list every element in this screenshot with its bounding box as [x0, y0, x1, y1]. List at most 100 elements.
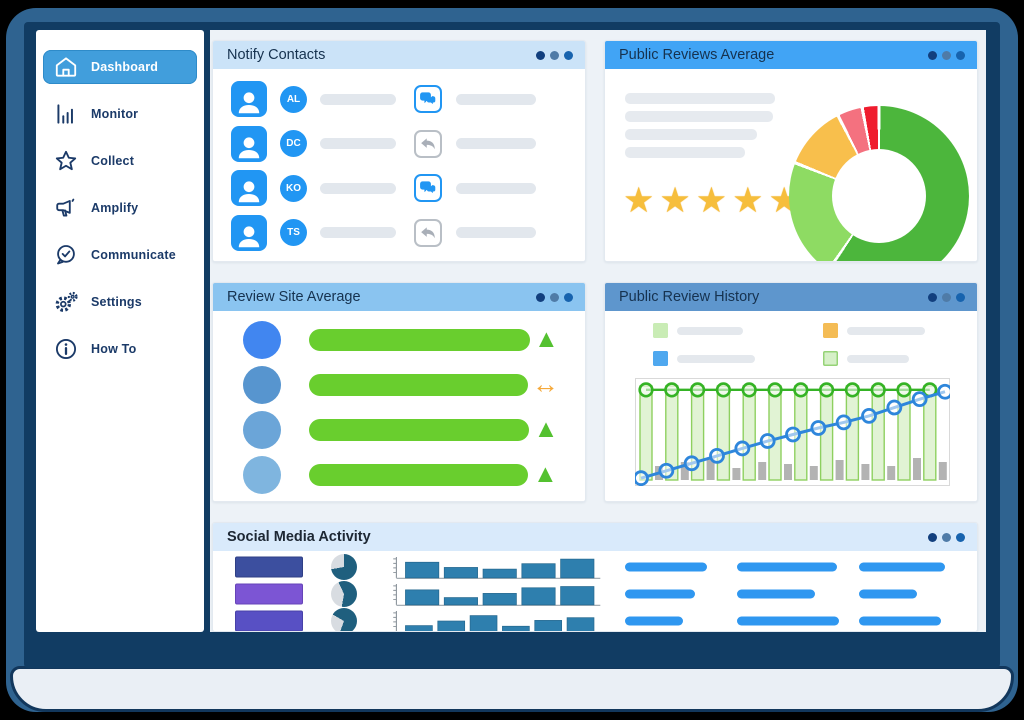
star-icon: [51, 146, 81, 176]
stat-placeholder: [625, 562, 707, 572]
window-dot[interactable]: [564, 50, 573, 60]
chart-legend: [605, 311, 977, 366]
reply-button[interactable]: [414, 218, 442, 247]
legend-swatch: [823, 351, 838, 366]
legend-label-placeholder: [677, 354, 755, 363]
sidebar-item-collect[interactable]: Collect: [43, 144, 197, 178]
rating-bar: [309, 373, 528, 396]
window-dot[interactable]: [956, 532, 965, 542]
window-dot[interactable]: [928, 532, 937, 542]
network-bar: [235, 610, 303, 631]
window-dot[interactable]: [550, 50, 559, 60]
legend-label-placeholder: [677, 326, 743, 335]
chat-button[interactable]: [414, 85, 442, 114]
contact-initials-badge: DC: [280, 130, 307, 158]
trend-icon: ▲: [532, 460, 558, 488]
window-dots: [536, 292, 573, 302]
history-combo-chart: [633, 378, 953, 487]
legend-item: [653, 323, 823, 338]
window-dot[interactable]: [550, 292, 559, 302]
stat-placeholder: [859, 562, 945, 572]
contact-row[interactable]: AL: [213, 79, 585, 119]
window-dot[interactable]: [956, 50, 965, 60]
contact-row[interactable]: KO: [213, 168, 585, 208]
public-review-history-panel: Public Review History: [604, 282, 978, 502]
site-logo-circle: [243, 320, 281, 359]
panel-title: Review Site Average: [227, 289, 361, 305]
window-dots: [536, 50, 573, 60]
public-reviews-body: ★★★★★: [605, 69, 977, 261]
sidebar-item-label: Collect: [91, 154, 135, 168]
sidebar-item-dashboard[interactable]: Dashboard: [43, 50, 197, 84]
sidebar-item-label: How To: [91, 342, 137, 356]
sidebar-item-amplify[interactable]: Amplify: [43, 191, 197, 225]
window-dots: [928, 50, 965, 60]
social-media-header: Social Media Activity: [213, 523, 977, 551]
panel-title: Public Review History: [619, 289, 760, 305]
contact-row[interactable]: DC: [213, 124, 585, 164]
main-content: Notify Contacts AL DC: [210, 30, 986, 632]
window-dot[interactable]: [942, 292, 951, 302]
sidebar: Dashboard Monitor Collect Amplify Commun…: [36, 30, 204, 632]
site-logo-circle: [243, 365, 281, 404]
legend-swatch: [823, 323, 838, 338]
window-dot[interactable]: [564, 292, 573, 302]
sidebar-item-label: Dashboard: [91, 60, 159, 74]
panel-title: Social Media Activity: [227, 529, 371, 545]
reply-button[interactable]: [414, 129, 442, 158]
contact-list: AL DC KO: [213, 69, 585, 261]
speech-check-icon: [51, 240, 81, 270]
rating-bar: [309, 463, 528, 486]
sidebar-item-label: Communicate: [91, 248, 176, 262]
window-dot[interactable]: [536, 292, 545, 302]
sidebar-item-monitor[interactable]: Monitor: [43, 97, 197, 131]
trend-icon: ↔: [531, 369, 559, 399]
laptop-base: [10, 666, 1014, 712]
contact-initials-badge: TS: [280, 219, 307, 247]
window-dot[interactable]: [536, 50, 545, 60]
star-rating: ★★★★★: [623, 181, 805, 220]
contact-name-placeholder: [320, 138, 396, 150]
window-dot[interactable]: [942, 50, 951, 60]
review-site-average-panel: Review Site Average ▲ ↔ ▲: [212, 282, 586, 502]
window-dot[interactable]: [928, 292, 937, 302]
share-pie-chart: [331, 581, 357, 607]
activity-mini-bar-chart: [393, 557, 601, 579]
text-placeholder: [625, 147, 745, 158]
stat-placeholder: [625, 589, 695, 599]
social-media-row: [213, 581, 977, 607]
site-logo-circle: [243, 410, 281, 449]
bar-chart-icon: [51, 99, 81, 129]
contact-initials-badge: KO: [280, 174, 307, 202]
contact-status-placeholder: [456, 93, 536, 105]
text-placeholder: [625, 129, 757, 140]
panel-title: Notify Contacts: [227, 47, 326, 63]
window-dot[interactable]: [942, 532, 951, 542]
home-icon: [51, 52, 81, 82]
window-dot[interactable]: [956, 292, 965, 302]
sidebar-item-communicate[interactable]: Communicate: [43, 238, 197, 272]
network-bar: [235, 556, 303, 578]
site-logo-circle: [243, 455, 281, 494]
share-pie-chart: [331, 608, 357, 631]
sidebar-item-label: Settings: [91, 295, 142, 309]
trend-icon: ▲: [533, 415, 559, 443]
gears-icon: [51, 287, 81, 317]
reviews-donut-chart: [789, 106, 969, 261]
public-reviews-average-panel: Public Reviews Average ★★★★★: [604, 40, 978, 262]
sidebar-item-howto[interactable]: How To: [43, 332, 197, 366]
contact-status-placeholder: [456, 227, 536, 239]
contact-row[interactable]: TS: [213, 213, 585, 253]
public-reviews-header: Public Reviews Average: [605, 41, 977, 69]
contact-initials-badge: AL: [280, 85, 307, 113]
megaphone-icon: [51, 193, 81, 223]
window-dot[interactable]: [928, 50, 937, 60]
network-bar: [235, 583, 303, 605]
person-icon: [231, 81, 267, 118]
chat-button[interactable]: [414, 174, 442, 203]
sidebar-item-settings[interactable]: Settings: [43, 285, 197, 319]
info-icon: [51, 334, 81, 364]
review-site-header: Review Site Average: [213, 283, 585, 311]
stat-placeholder: [737, 589, 815, 599]
window-dots: [928, 532, 965, 542]
